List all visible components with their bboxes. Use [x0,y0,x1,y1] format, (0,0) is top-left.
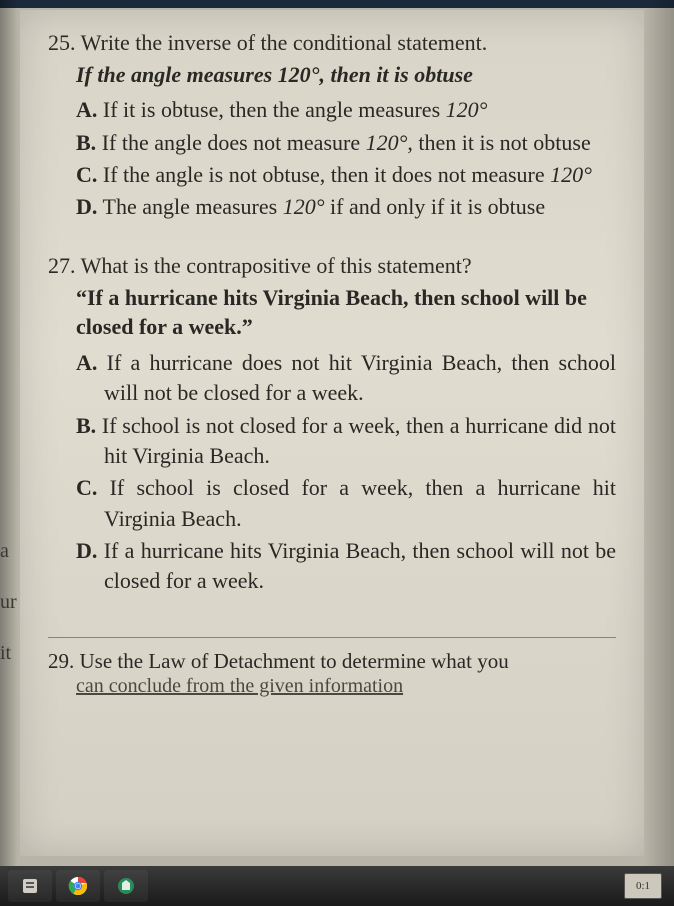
shade-right [644,0,674,866]
app-icon [21,877,39,895]
taskbar-app-3[interactable] [104,870,148,902]
taskbar-tray[interactable]: 0:1 [624,873,662,899]
choice-ital: 120° [446,97,488,122]
chrome-icon [67,875,89,897]
choice-ital: 120° [550,162,592,187]
q25-prompt-line: 25. Write the inverse of the conditional… [48,28,616,58]
q25-choice-c: C. If the angle is not obtuse, then it d… [76,160,616,190]
q25-choice-d: D. The angle measures 120° if and only i… [76,192,616,222]
choice-letter: B. [76,130,96,155]
choice-text-pre: If the angle does not measure [102,130,366,155]
left-label-it: it [0,642,17,665]
left-label-ur: ur [0,591,17,614]
choice-letter: B. [76,413,96,438]
question-29: 29. Use the Law of Detachment to determi… [48,648,616,675]
choice-text-post: , then it is not obtuse [407,130,590,155]
choice-text: If school is closed for a week, then a h… [104,475,616,530]
q25-prompt: Write the inverse of the conditional sta… [81,30,488,55]
left-label-a: a [0,540,17,563]
folder-icon [116,876,136,896]
shade-left [0,0,18,866]
choice-letter: C. [76,475,97,500]
choice-letter: A. [76,350,97,375]
q27-prompt-line: 27. What is the contrapositive of this s… [48,251,616,281]
q27-stem: “If a hurricane hits Virginia Beach, the… [48,283,616,342]
q27-choice-b: B. If school is not closed for a week, t… [76,411,616,472]
taskbar-app-1[interactable] [8,870,52,902]
taskbar-chrome[interactable] [56,870,100,902]
tray-label: 0:1 [636,880,650,892]
q25-choices: A. If it is obtuse, then the angle measu… [48,95,616,222]
choice-text-pre: If it is obtuse, then the angle measures [103,97,446,122]
choice-letter: C. [76,162,97,187]
q25-choice-a: A. If it is obtuse, then the angle measu… [76,95,616,125]
question-25: 25. Write the inverse of the conditional… [48,28,616,223]
choice-text-pre: The angle measures [103,194,283,219]
q29-prompt: Use the Law of Detachment to determine w… [80,649,509,673]
worksheet-page: 25. Write the inverse of the conditional… [20,10,644,856]
choice-text-pre: If the angle is not obtuse, then it does… [103,162,550,187]
divider [48,637,616,638]
question-27: 27. What is the contrapositive of this s… [48,251,616,597]
q27-choice-a: A. If a hurricane does not hit Virginia … [76,348,616,409]
choice-ital: 120° [366,130,408,155]
q29-number: 29. [48,649,74,673]
q27-prompt: What is the contrapositive of this state… [81,253,472,278]
q27-choices: A. If a hurricane does not hit Virginia … [48,348,616,597]
choice-letter: D. [76,194,97,219]
q27-choice-d: D. If a hurricane hits Virginia Beach, t… [76,536,616,597]
taskbar: 0:1 [0,866,674,906]
choice-text: If a hurricane hits Virginia Beach, then… [104,538,616,593]
choice-ital: 120° [283,194,325,219]
choice-letter: A. [76,97,97,122]
q27-choice-c: C. If school is closed for a week, then … [76,473,616,534]
choice-text: If school is not closed for a week, then… [102,413,616,468]
choice-text: If a hurricane does not hit Virginia Bea… [104,350,616,405]
left-edge-labels: a ur it [0,540,17,693]
window-top-border [0,0,674,8]
q25-stem: If the angle measures 120°, then it is o… [48,60,616,90]
q25-choice-b: B. If the angle does not measure 120°, t… [76,128,616,158]
choice-letter: D. [76,538,97,563]
choice-text-post: if and only if it is obtuse [325,194,546,219]
q29-subtext: can conclude from the given information [48,675,616,698]
q25-number: 25. [48,30,76,55]
q27-number: 27. [48,253,76,278]
